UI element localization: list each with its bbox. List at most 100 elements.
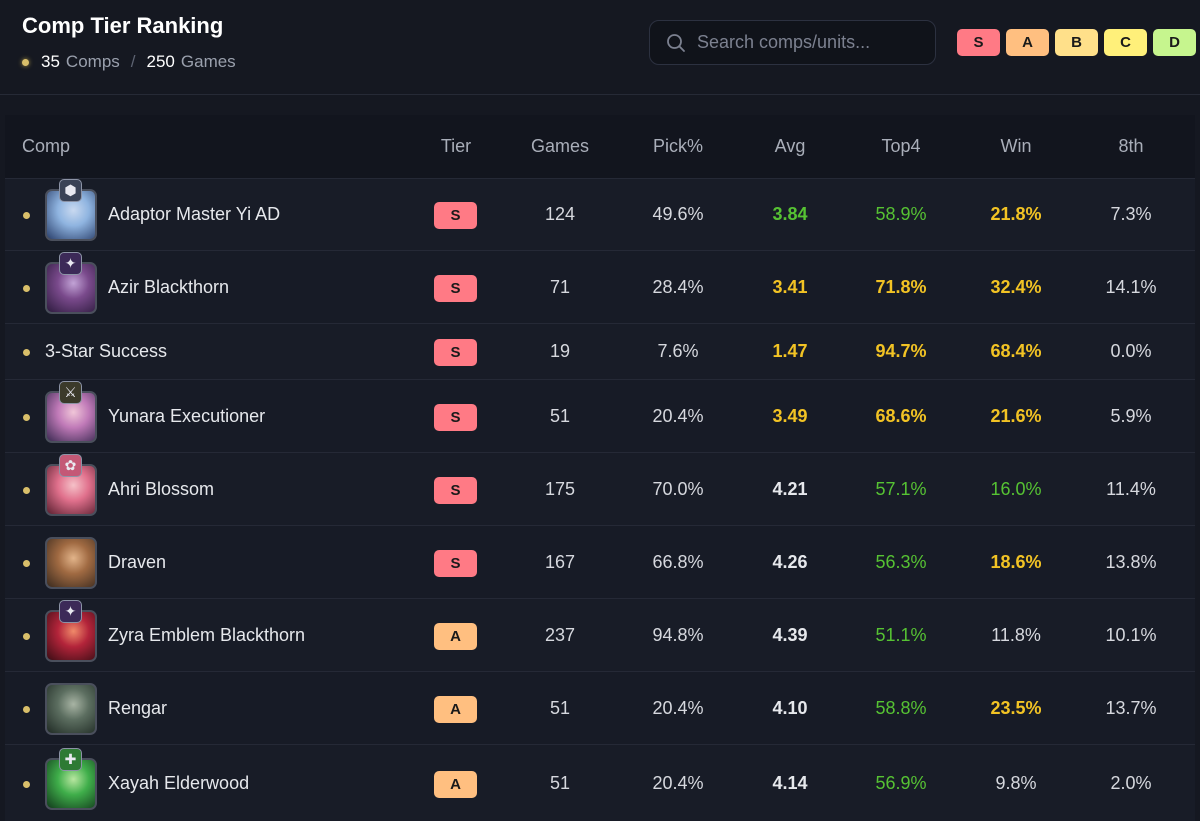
tier-filter-c-button[interactable]: C xyxy=(1104,29,1147,56)
comp-name[interactable]: Rengar xyxy=(108,697,168,718)
eighth-cell: 2.0% xyxy=(1110,772,1152,793)
column-header-8th[interactable]: 8th xyxy=(1118,136,1144,156)
row-dot xyxy=(23,486,30,494)
table-row[interactable]: ⬢ Adaptor Master Yi AD S 124 49.6% 3.84 58.9% 2… xyxy=(5,178,1195,250)
games-cell: 124 xyxy=(544,204,576,224)
eighth-cell: 13.7% xyxy=(1105,697,1157,718)
avg-cell: 3.41 xyxy=(772,276,808,297)
pick-cell: 66.8% xyxy=(652,551,704,572)
pick-cell: 28.4% xyxy=(652,276,704,297)
win-cell: 68.4% xyxy=(990,341,1042,361)
stats-separator: / xyxy=(130,52,136,71)
eighth-cell: 10.1% xyxy=(1105,624,1157,645)
row-dot xyxy=(23,212,30,219)
pick-cell: 20.4% xyxy=(652,772,704,793)
table-row[interactable]: ✿ Ahri Blossom S 175 70.0% 4.21 57.1% 16.0% 11.4… xyxy=(5,452,1195,525)
elderwood-emblem-icon: ✚ xyxy=(59,747,82,771)
row-dot xyxy=(23,632,30,640)
row-dot xyxy=(23,413,30,421)
column-header-top4[interactable]: Top4 xyxy=(881,136,921,156)
top4-cell: 57.1% xyxy=(875,478,927,499)
pick-cell: 94.8% xyxy=(652,624,704,645)
games-cell: 51 xyxy=(549,697,571,718)
eighth-cell: 11.4% xyxy=(1106,478,1156,499)
table-row[interactable]: ✦ Zyra Emblem Blackthorn A 237 94.8% 4.39 51.1… xyxy=(5,598,1195,671)
adaptor-emblem-icon: ⬢ xyxy=(59,179,82,202)
pick-cell: 49.6% xyxy=(652,204,704,224)
comp-name[interactable]: Xayah Elderwood xyxy=(108,772,250,793)
pick-cell: 20.4% xyxy=(652,405,704,426)
tier-badge: S xyxy=(434,339,477,366)
avg-cell: 4.39 xyxy=(772,624,808,645)
avg-cell: 3.84 xyxy=(772,204,808,224)
tier-badge: S xyxy=(434,549,477,577)
games-cell: 175 xyxy=(544,478,576,499)
tier-badge: A xyxy=(434,770,477,798)
top4-cell: 56.9% xyxy=(875,772,927,793)
search-box[interactable] xyxy=(649,20,936,65)
tier-badge: S xyxy=(434,202,477,229)
column-header-comp[interactable]: Comp xyxy=(22,136,71,156)
avg-cell: 4.21 xyxy=(772,478,808,499)
comp-name[interactable]: Yunara Executioner xyxy=(108,405,266,426)
top4-cell: 58.8% xyxy=(875,697,927,718)
column-header-tier[interactable]: Tier xyxy=(440,136,472,156)
tier-badge: S xyxy=(434,403,477,431)
win-cell: 9.8% xyxy=(995,772,1037,793)
win-cell: 18.6% xyxy=(990,551,1042,572)
table-row[interactable]: ✦ Azir Blackthorn S 71 28.4% 3.41 71.8% 32.4% 14… xyxy=(5,250,1195,323)
win-cell: 21.8% xyxy=(990,204,1042,224)
eighth-cell: 14.1% xyxy=(1105,276,1157,297)
pick-cell: 7.6% xyxy=(657,341,699,361)
top4-cell: 56.3% xyxy=(875,551,927,572)
comp-name[interactable]: Azir Blackthorn xyxy=(108,276,230,297)
games-cell: 71 xyxy=(549,276,571,297)
table-row[interactable]: 3-Star Success S 19 7.6% 1.47 94.7% 68.4% 0.0% xyxy=(5,323,1195,379)
row-dot xyxy=(23,780,30,788)
comp-name[interactable]: Adaptor Master Yi AD xyxy=(108,204,281,224)
summary-stats: 35 Comps / 250 Games xyxy=(22,52,236,72)
eighth-cell: 13.8% xyxy=(1105,551,1157,572)
games-cell: 19 xyxy=(549,341,571,361)
pick-cell: 20.4% xyxy=(652,697,704,718)
column-header-pick[interactable]: Pick% xyxy=(652,136,703,156)
tier-filter-s-button[interactable]: S xyxy=(957,29,1000,56)
comp-ranking-table: Comp Tier Games Pick% Avg Top4 Win 8th ⬢… xyxy=(5,115,1195,821)
avg-cell: 3.49 xyxy=(772,405,808,426)
eighth-cell: 7.3% xyxy=(1110,204,1152,224)
search-icon xyxy=(667,34,685,52)
tier-filter-a-button[interactable]: A xyxy=(1006,29,1049,56)
column-header-win[interactable]: Win xyxy=(1000,136,1032,156)
games-cell: 167 xyxy=(544,551,576,572)
table-row[interactable]: ⚔ Yunara Executioner S 51 20.4% 3.49 68.6% 21.6… xyxy=(5,379,1195,452)
comp-name[interactable]: 3-Star Success xyxy=(45,341,168,361)
win-cell: 21.6% xyxy=(990,405,1042,426)
column-header-games[interactable]: Games xyxy=(530,136,590,156)
column-header-avg[interactable]: Avg xyxy=(774,136,806,156)
blossom-emblem-icon: ✿ xyxy=(59,453,82,477)
top4-cell: 71.8% xyxy=(875,276,927,297)
avg-cell: 4.26 xyxy=(772,551,808,572)
comp-name[interactable]: Draven xyxy=(108,551,167,572)
draven-portrait xyxy=(45,536,97,589)
table-header: Comp Tier Games Pick% Avg Top4 Win 8th xyxy=(5,115,1195,178)
table-row[interactable]: Rengar A 51 20.4% 4.10 58.8% 23.5% 13.7% xyxy=(5,671,1195,744)
avg-cell: 4.10 xyxy=(772,697,808,718)
blackthorn-emblem-icon: ✦ xyxy=(59,599,82,623)
pick-cell: 70.0% xyxy=(652,478,704,499)
page-header: Comp Tier Ranking 35 Comps / 250 Games S… xyxy=(0,0,1200,95)
tier-filter-d-button[interactable]: D xyxy=(1153,29,1196,56)
table-row[interactable]: ✚ Xayah Elderwood A 51 20.4% 4.14 56.9% 9.8% 2.0… xyxy=(5,744,1195,821)
table-row[interactable]: Draven S 167 66.8% 4.26 56.3% 18.6% 13.8% xyxy=(5,525,1195,598)
tier-badge: S xyxy=(434,274,477,302)
top4-cell: 51.1% xyxy=(875,624,927,645)
games-label: Games xyxy=(180,52,236,71)
tier-filter-b-button[interactable]: B xyxy=(1055,29,1098,56)
comp-name[interactable]: Ahri Blossom xyxy=(108,478,215,499)
search-input[interactable] xyxy=(697,21,927,64)
games-count: 250 xyxy=(146,52,175,71)
comp-name[interactable]: Zyra Emblem Blackthorn xyxy=(108,624,306,645)
comps-label: Comps xyxy=(65,52,120,71)
row-dot xyxy=(23,284,30,292)
